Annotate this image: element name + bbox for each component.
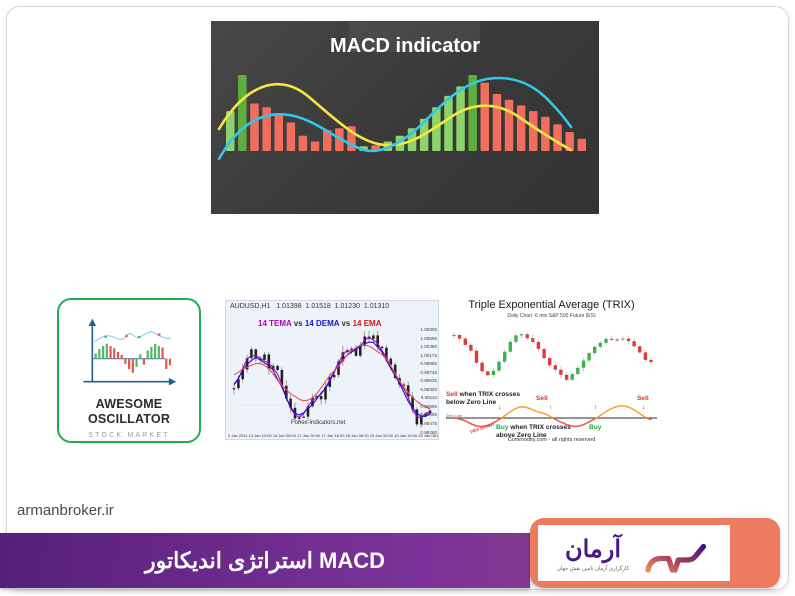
svg-text:آرمان: آرمان (565, 533, 622, 564)
svg-text:کارگزاری آرمان تامین نقش جهان: کارگزاری آرمان تامین نقش جهان (557, 565, 630, 572)
